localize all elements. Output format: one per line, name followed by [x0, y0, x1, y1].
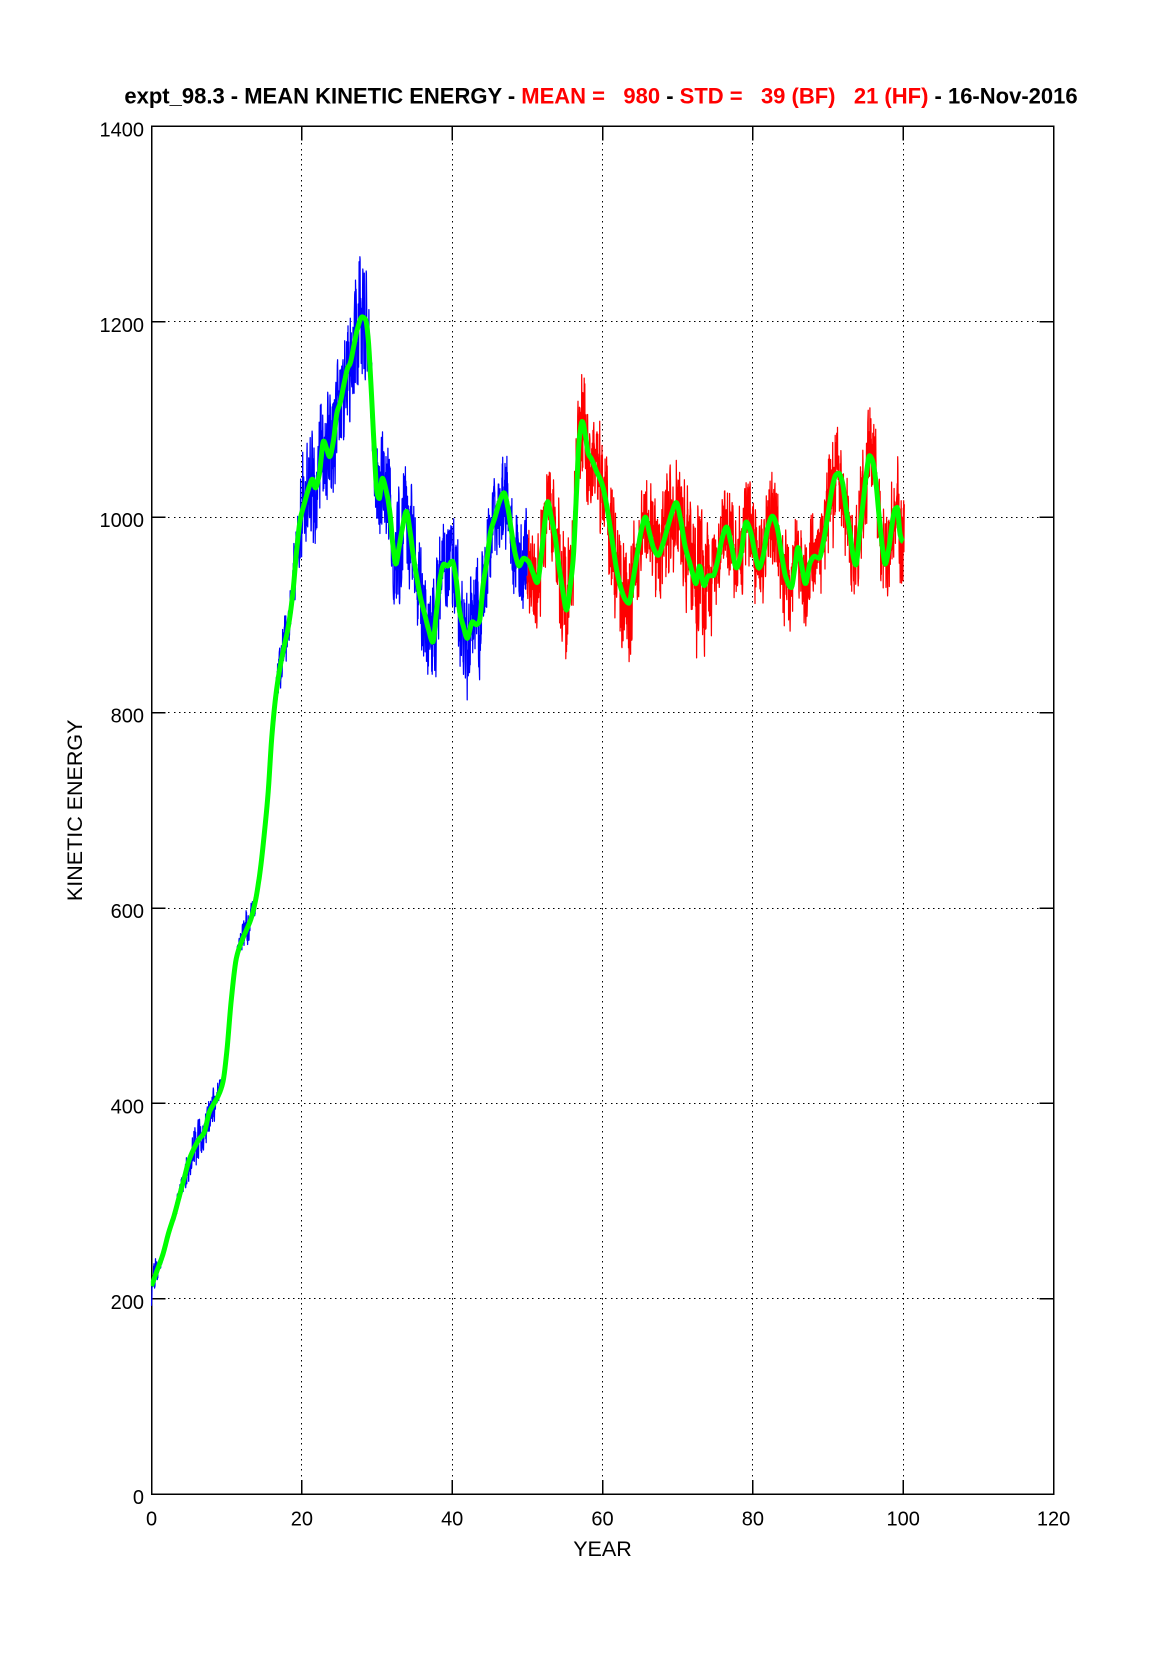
svg-text:YEAR: YEAR	[573, 1537, 632, 1561]
svg-text:100: 100	[887, 1509, 920, 1531]
svg-text:KINETIC ENERGY: KINETIC ENERGY	[63, 720, 87, 902]
svg-text:800: 800	[111, 706, 144, 728]
svg-text:expt_98.3 - MEAN KINETIC ENERG: expt_98.3 - MEAN KINETIC ENERGY - MEAN =…	[124, 84, 1077, 109]
svg-text:1200: 1200	[100, 315, 145, 337]
svg-text:400: 400	[111, 1096, 144, 1118]
svg-text:1400: 1400	[100, 119, 145, 141]
svg-text:200: 200	[111, 1292, 144, 1314]
svg-text:0: 0	[146, 1509, 157, 1531]
svg-text:20: 20	[291, 1509, 313, 1531]
svg-text:80: 80	[742, 1509, 764, 1531]
svg-text:600: 600	[111, 901, 144, 923]
svg-text:60: 60	[591, 1509, 613, 1531]
svg-text:40: 40	[441, 1509, 463, 1531]
svg-text:1000: 1000	[100, 510, 145, 532]
svg-text:120: 120	[1037, 1509, 1070, 1531]
svg-text:0: 0	[133, 1487, 144, 1509]
